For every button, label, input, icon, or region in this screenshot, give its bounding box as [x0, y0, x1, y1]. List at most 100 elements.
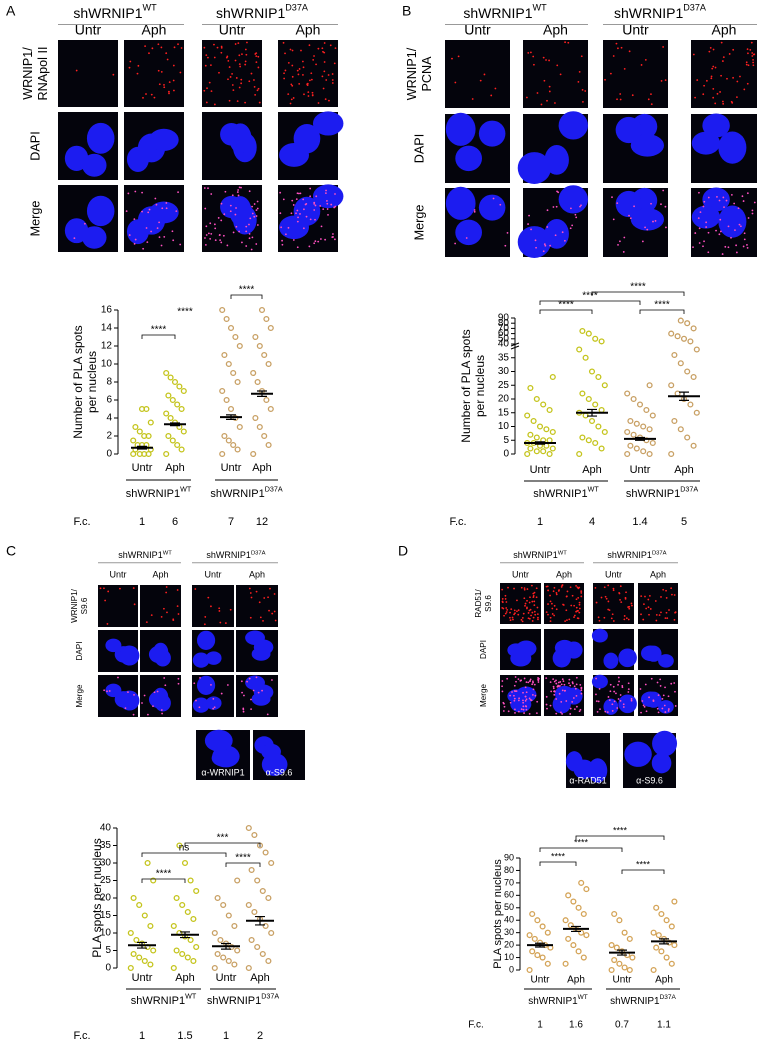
label-sup: D37A — [265, 485, 283, 493]
pla-spot — [710, 75, 713, 78]
pla-spot — [248, 190, 251, 193]
pla-spot — [623, 618, 626, 621]
pla-spot — [644, 683, 647, 686]
pla-spot — [295, 198, 298, 201]
pla-spot — [252, 689, 255, 692]
pla-spot — [625, 591, 627, 594]
pla-spot — [531, 620, 534, 622]
nucleus — [588, 758, 608, 783]
pla-spot — [501, 598, 504, 600]
pla-spot — [630, 699, 633, 702]
pla-spot — [204, 237, 206, 239]
condition-label: Aph — [152, 569, 168, 579]
pla-spot — [560, 683, 563, 686]
y-tick-label: 6 — [106, 395, 112, 406]
pla-spot — [291, 199, 294, 202]
data-point — [193, 887, 200, 895]
data-point — [163, 410, 170, 417]
pla-spot — [555, 698, 558, 700]
pla-spot — [747, 217, 750, 219]
pla-spot — [228, 99, 231, 102]
data-point — [598, 338, 605, 345]
pla-spot — [220, 45, 223, 48]
pla-spot — [560, 701, 563, 703]
pla-spot — [552, 685, 555, 688]
pla-spot — [595, 677, 597, 680]
data-point — [565, 935, 572, 942]
pla-spot — [575, 598, 578, 601]
nucleus — [478, 120, 506, 147]
pla-spot — [605, 597, 608, 600]
pla-spot — [696, 79, 699, 81]
pla-spot — [537, 679, 540, 682]
pla-spot — [282, 41, 285, 44]
pla-spot — [656, 681, 659, 684]
pla-spot — [253, 79, 255, 81]
pla-spot — [607, 608, 610, 611]
pla-spot — [148, 52, 150, 55]
pla-spot — [454, 81, 457, 84]
pla-spot — [640, 64, 643, 66]
label-sup: WT — [533, 3, 548, 13]
significance-label: **** — [613, 825, 628, 835]
data-point — [219, 306, 226, 314]
data-point — [223, 315, 230, 323]
data-point — [592, 401, 599, 408]
pla-spot — [574, 213, 577, 216]
pla-spot — [309, 187, 312, 190]
pla-spot — [664, 617, 667, 620]
pla-spot — [552, 687, 555, 690]
pla-spot — [641, 240, 644, 243]
pla-spot — [568, 678, 571, 681]
pla-spot — [226, 684, 229, 686]
pla-spot — [742, 200, 745, 202]
error-bar — [659, 938, 669, 945]
pla-spot — [506, 231, 509, 234]
y-tick-label: 5 — [503, 435, 509, 446]
data-point — [539, 954, 546, 961]
pla-spot — [655, 613, 658, 616]
pla-spot — [746, 246, 749, 249]
data-point — [570, 898, 577, 905]
pla-spot — [749, 49, 752, 51]
y-axis-label: per nucleus — [473, 355, 487, 417]
pla-spot — [616, 202, 619, 205]
pla-spot — [250, 708, 252, 711]
data-point — [668, 330, 675, 337]
pla-spot — [238, 186, 241, 189]
data-point — [223, 396, 230, 404]
pla-spot — [298, 82, 301, 85]
nucleus — [148, 690, 169, 709]
pla-spot — [745, 61, 748, 64]
nucleus — [718, 205, 747, 238]
data-point — [549, 373, 556, 381]
pla-spot — [553, 693, 556, 696]
panel-letter: C — [6, 543, 16, 559]
pla-spot — [523, 588, 526, 591]
pla-spot — [621, 684, 624, 687]
pla-spot — [323, 42, 326, 44]
pla-spot — [235, 77, 238, 79]
pla-spot — [524, 695, 527, 698]
pla-spot — [176, 589, 179, 591]
data-point — [132, 423, 139, 431]
y-tick-label: 40 — [504, 915, 514, 925]
micrograph — [638, 583, 678, 624]
pla-spot — [507, 710, 510, 713]
group-header: shWRNIP1D37A — [614, 3, 707, 21]
pla-spot — [623, 67, 626, 70]
pla-spot — [296, 246, 299, 249]
data-point — [187, 877, 194, 884]
x-tick-label: Aph — [175, 972, 195, 984]
pla-spot — [727, 246, 730, 249]
pla-spot — [553, 690, 556, 693]
pla-spot — [575, 683, 578, 686]
pla-spot — [694, 232, 697, 234]
data-point — [179, 950, 186, 958]
nucleus — [192, 652, 210, 668]
row-label: Merge — [28, 201, 42, 237]
pla-spot — [622, 251, 625, 253]
pla-spot — [164, 684, 167, 687]
pla-spot — [604, 78, 606, 81]
pla-spot — [631, 94, 634, 97]
